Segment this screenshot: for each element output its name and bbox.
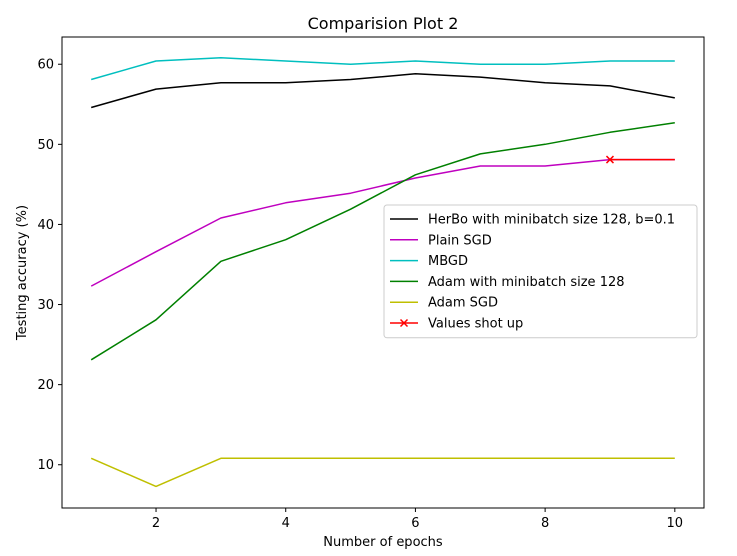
- legend-item: Adam with minibatch size 128: [390, 275, 625, 290]
- legend: HerBo with minibatch size 128, b=0.1 Plai…: [383, 204, 698, 339]
- series-point-marker: [605, 155, 615, 164]
- x-tick-label: 8: [541, 516, 549, 531]
- legend-item: HerBo with minibatch size 128, b=0.1: [390, 213, 675, 228]
- x-tick-label: 4: [282, 516, 290, 531]
- legend-items: HerBo with minibatch size 128, b=0.1 Plai…: [390, 213, 675, 332]
- y-tick-label: 10: [37, 458, 54, 473]
- y-axis-ticks: 10 20 30 40 50 60: [37, 58, 62, 473]
- legend-label: MBGD: [428, 254, 468, 269]
- legend-label: Plain SGD: [428, 233, 492, 248]
- y-tick-label: 20: [37, 378, 54, 393]
- legend-item: Adam SGD: [390, 296, 498, 311]
- legend-label: HerBo with minibatch size 128, b=0.1: [428, 213, 675, 228]
- y-axis-label: Testing accuracy (%): [15, 205, 30, 341]
- legend-label: Adam with minibatch size 128: [428, 275, 625, 290]
- legend-box: [383, 204, 698, 339]
- x-tick-label: 6: [411, 516, 419, 531]
- plot-frame: [61, 36, 705, 509]
- x-axis-ticks: 2 4 6 8 10: [152, 508, 683, 531]
- series-line-1: [90, 73, 675, 109]
- x-tick-label: 2: [152, 516, 160, 531]
- x-axis-label: Number of epochs: [323, 535, 443, 550]
- series-line-2: [90, 158, 675, 287]
- legend-label: Adam SGD: [428, 296, 498, 311]
- legend-item: MBGD: [390, 254, 468, 269]
- series-line-5: [90, 457, 675, 488]
- y-tick-label: 50: [37, 138, 54, 153]
- legend-item: Values shot up: [390, 317, 523, 332]
- x-tick-label: 10: [667, 516, 684, 531]
- series-line-4: [90, 121, 675, 361]
- series-line-3: [90, 57, 675, 81]
- legend-label: Values shot up: [428, 317, 523, 332]
- y-tick-label: 40: [37, 218, 54, 233]
- series-layer: [90, 57, 675, 488]
- chart-title: Comparision Plot 2: [308, 14, 459, 33]
- y-tick-label: 30: [37, 298, 54, 313]
- legend-marker: [399, 318, 409, 328]
- y-tick-label: 60: [37, 58, 54, 73]
- legend-item: Plain SGD: [390, 233, 492, 248]
